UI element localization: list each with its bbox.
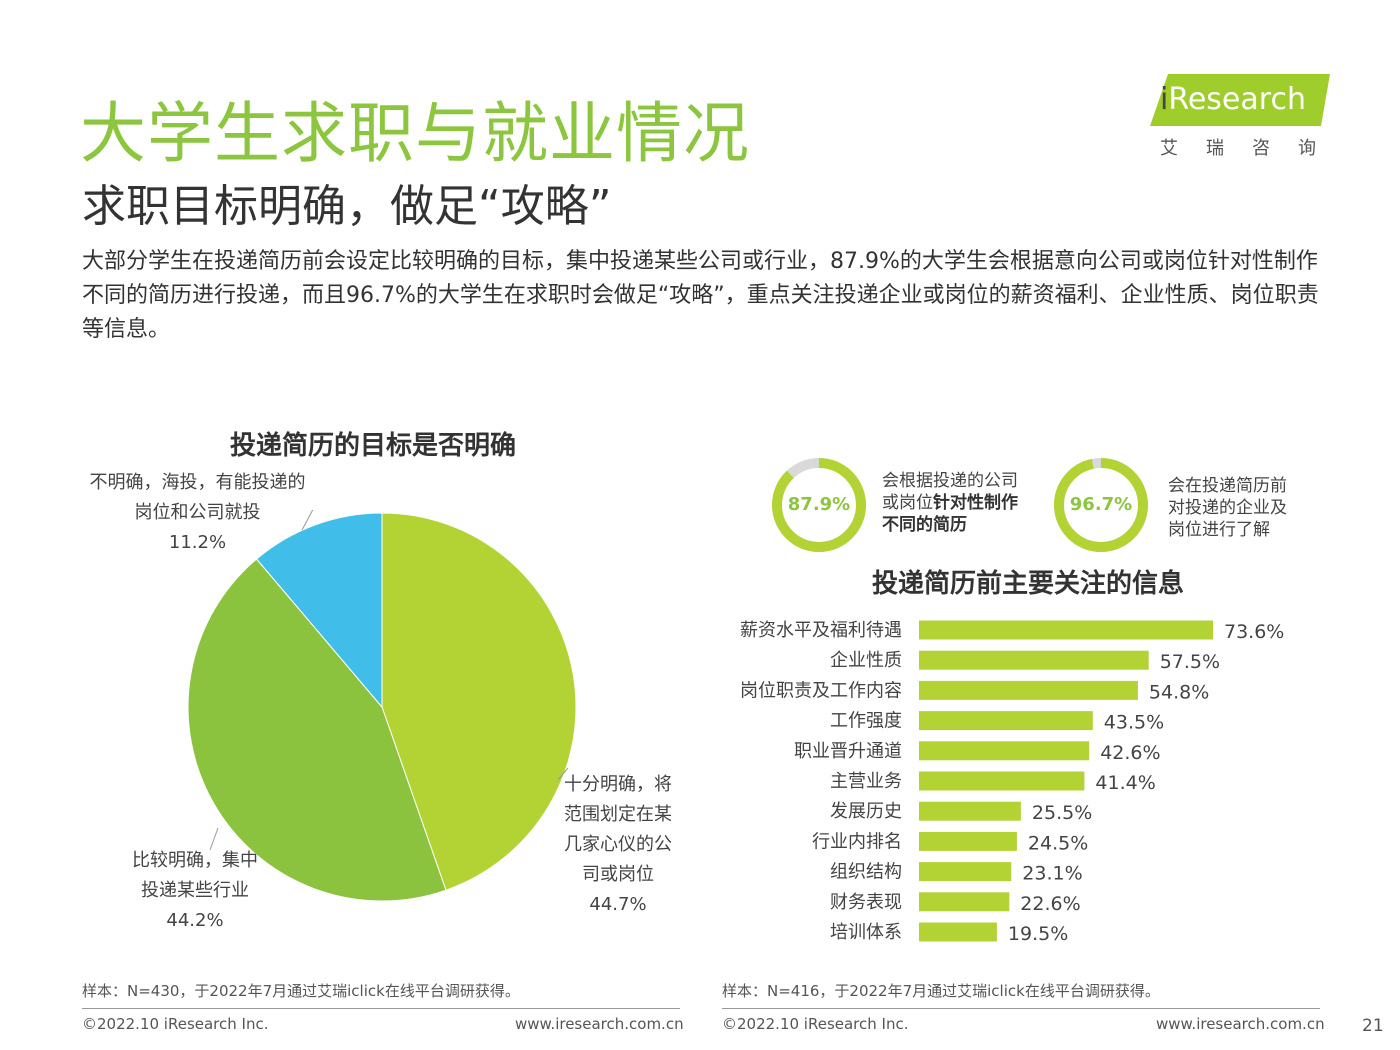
pie-label-clear: 十分明确，将 范围划定在某 几家心仪的公 司或岗位 44.7% (560, 770, 676, 920)
pie-label-line: 几家心仪的公 (564, 834, 672, 855)
bar-category-label: 企业性质 (830, 650, 902, 671)
bar-value-label: 22.6% (1020, 893, 1080, 915)
bar (919, 831, 1017, 851)
bar-category-label: 财务表现 (830, 892, 902, 913)
source-note-left: 样本：N=430，于2022年7月通过艾瑞iclick在线平台调研获得。 (82, 982, 520, 1000)
bar (919, 650, 1149, 670)
bar (919, 892, 1010, 912)
bar (919, 711, 1093, 731)
bar (919, 741, 1090, 761)
highlight-1-value: 87.9% (787, 494, 851, 515)
bar-value-label: 19.5% (1008, 923, 1068, 945)
intro-paragraph: 大部分学生在投递简历前会设定比较明确的目标，集中投递某些公司或行业，87.9%的… (82, 249, 1319, 342)
pie-chart (187, 510, 577, 902)
pie-value-label: 44.2% (166, 910, 224, 931)
pie-label-line: 比较明确，集中 (132, 850, 258, 871)
bar-chart: 薪资水平及福利待遇 73.6% 企业性质 57.5% 岗位职责及工作内容 54.8% 工作强… (740, 620, 1284, 945)
pie-label-line: 十分明确，将 (564, 774, 672, 795)
highlight-1-text: 会根据投递的公司或岗位针对性制作不同的简历 (882, 470, 1022, 536)
source-note-right: 样本：N=416，于2022年7月通过艾瑞iclick在线平台调研获得。 (722, 982, 1160, 1000)
bar-category-label: 组织结构 (830, 862, 902, 883)
bar-value-label: 57.5% (1160, 651, 1220, 673)
bar (919, 862, 1012, 882)
bar-category-label: 薪资水平及福利待遇 (740, 620, 902, 641)
bar-value-label: 25.5% (1032, 802, 1092, 824)
pie-label-unclear: 不明确，海投，有能投递的 岗位和公司就投 11.2% (80, 468, 315, 558)
logo-wordmark: iResearch (1160, 82, 1306, 117)
bar-category-label: 主营业务 (830, 771, 902, 792)
pie-label-line: 不明确，海投，有能投递的 (89, 472, 306, 493)
highlight-2-text: 会在投递简历前对投递的企业及岗位进行了解 (1168, 476, 1287, 540)
bar-chart-title: 投递简历前主要关注的信息 (872, 569, 1185, 599)
page-number: 21 (1362, 1016, 1384, 1036)
footer-divider-right (722, 1008, 1320, 1009)
highlight-2-value: 96.7% (1069, 494, 1133, 515)
bar-category-label: 工作强度 (830, 711, 902, 732)
bar-category-label: 职业晋升通道 (794, 741, 902, 762)
page-subtitle: 求职目标明确，做足“攻略” (82, 181, 612, 232)
logo-wordmark-rest: Research (1168, 82, 1306, 117)
bar-category-label: 发展历史 (830, 801, 902, 822)
copyright-left: ©2022.10 iResearch Inc. (82, 1015, 269, 1033)
bar-value-label: 23.1% (1022, 863, 1082, 885)
pie-slice-fair (187, 558, 447, 902)
logo-band (1150, 74, 1330, 126)
ring-arc (772, 458, 866, 552)
website-right[interactable]: www.iresearch.com.cn (1156, 1015, 1325, 1033)
logo-cn: 艾瑞咨询 (1160, 138, 1344, 159)
bar (919, 771, 1085, 791)
leader-line-fair (209, 827, 219, 851)
pie-chart-title: 投递简历的目标是否明确 (230, 431, 517, 461)
pie-value-label: 11.2% (168, 532, 227, 553)
bar (919, 801, 1021, 821)
page-title: 大学生求职与就业情况 (80, 95, 750, 172)
pie-value-label: 44.7% (589, 894, 647, 915)
pie-label-line: 司或岗位 (582, 864, 654, 885)
highlight-ring-1 (772, 458, 866, 552)
bar-value-label: 73.6% (1224, 621, 1284, 643)
bar-category-label: 培训体系 (830, 922, 902, 943)
pie-label-line: 范围划定在某 (564, 804, 672, 825)
bar (919, 680, 1138, 700)
bar-category-label: 行业内排名 (812, 831, 902, 852)
ring-arc (1054, 458, 1148, 552)
leader-line-clear (557, 767, 569, 781)
website-left[interactable]: www.iresearch.com.cn (515, 1015, 684, 1033)
pie-slice-unclear (255, 512, 383, 709)
highlight-1-text-bold: 针对性制作不同的简历 (882, 493, 1018, 535)
iresearch-logo: iResearch 艾瑞咨询 (1150, 72, 1335, 162)
bar-category-label: 岗位职责及工作内容 (740, 680, 902, 701)
bar-value-label: 41.4% (1095, 772, 1155, 794)
highlight-1-text-pre: 会根据投递的公司或岗位 (882, 471, 1018, 513)
bar-value-label: 54.8% (1149, 681, 1209, 703)
bar (919, 922, 997, 942)
bar (919, 620, 1213, 640)
bar-value-label: 43.5% (1104, 712, 1164, 734)
footer-divider-left (82, 1008, 680, 1009)
pie-label-line: 岗位和公司就投 (134, 502, 261, 523)
bar-value-label: 42.6% (1100, 742, 1160, 764)
copyright-right: ©2022.10 iResearch Inc. (722, 1015, 909, 1033)
pie-label-fair: 比较明确，集中 投递某些行业 44.2% (122, 846, 268, 936)
bar-value-label: 24.5% (1028, 832, 1088, 854)
logo-wordmark-i: i (1160, 82, 1169, 117)
pie-slice-clear (381, 512, 577, 891)
leader-line-unclear (301, 510, 314, 531)
highlight-ring-2 (1054, 458, 1148, 552)
pie-label-line: 投递某些行业 (141, 880, 249, 901)
